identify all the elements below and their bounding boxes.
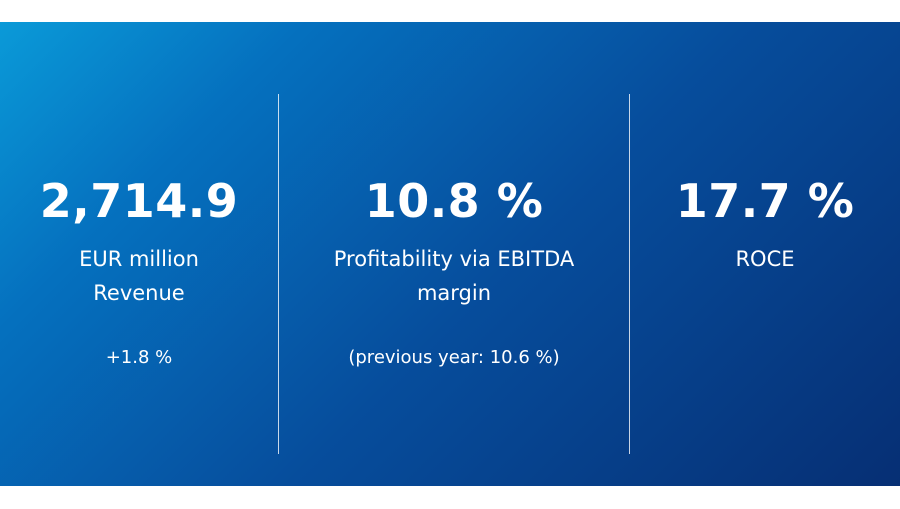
kpi-label: Profitability via EBITDA margin (279, 242, 629, 310)
divider (629, 94, 630, 454)
kpi-label: ROCE (630, 242, 900, 276)
kpi-label-line2: Revenue (93, 281, 185, 305)
kpi-label-line1: Profitability via EBITDA (333, 247, 575, 271)
kpi-value: 2,714.9 (39, 174, 239, 228)
kpi-value: 10.8 % (364, 174, 544, 228)
kpi-banner: 2,714.9 EUR million Revenue +1.8 % 10.8 … (0, 22, 900, 486)
kpi-previous-year: (previous year: 10.6 %) (348, 347, 560, 368)
kpi-label-line2: margin (416, 281, 492, 305)
kpi-label: EUR million Revenue (0, 242, 278, 310)
kpi-change: +1.8 % (105, 347, 173, 368)
divider (278, 94, 279, 454)
kpi-label-line1: EUR million (79, 247, 199, 271)
kpi-label-line1: ROCE (735, 247, 795, 271)
kpi-value: 17.7 % (675, 174, 855, 228)
